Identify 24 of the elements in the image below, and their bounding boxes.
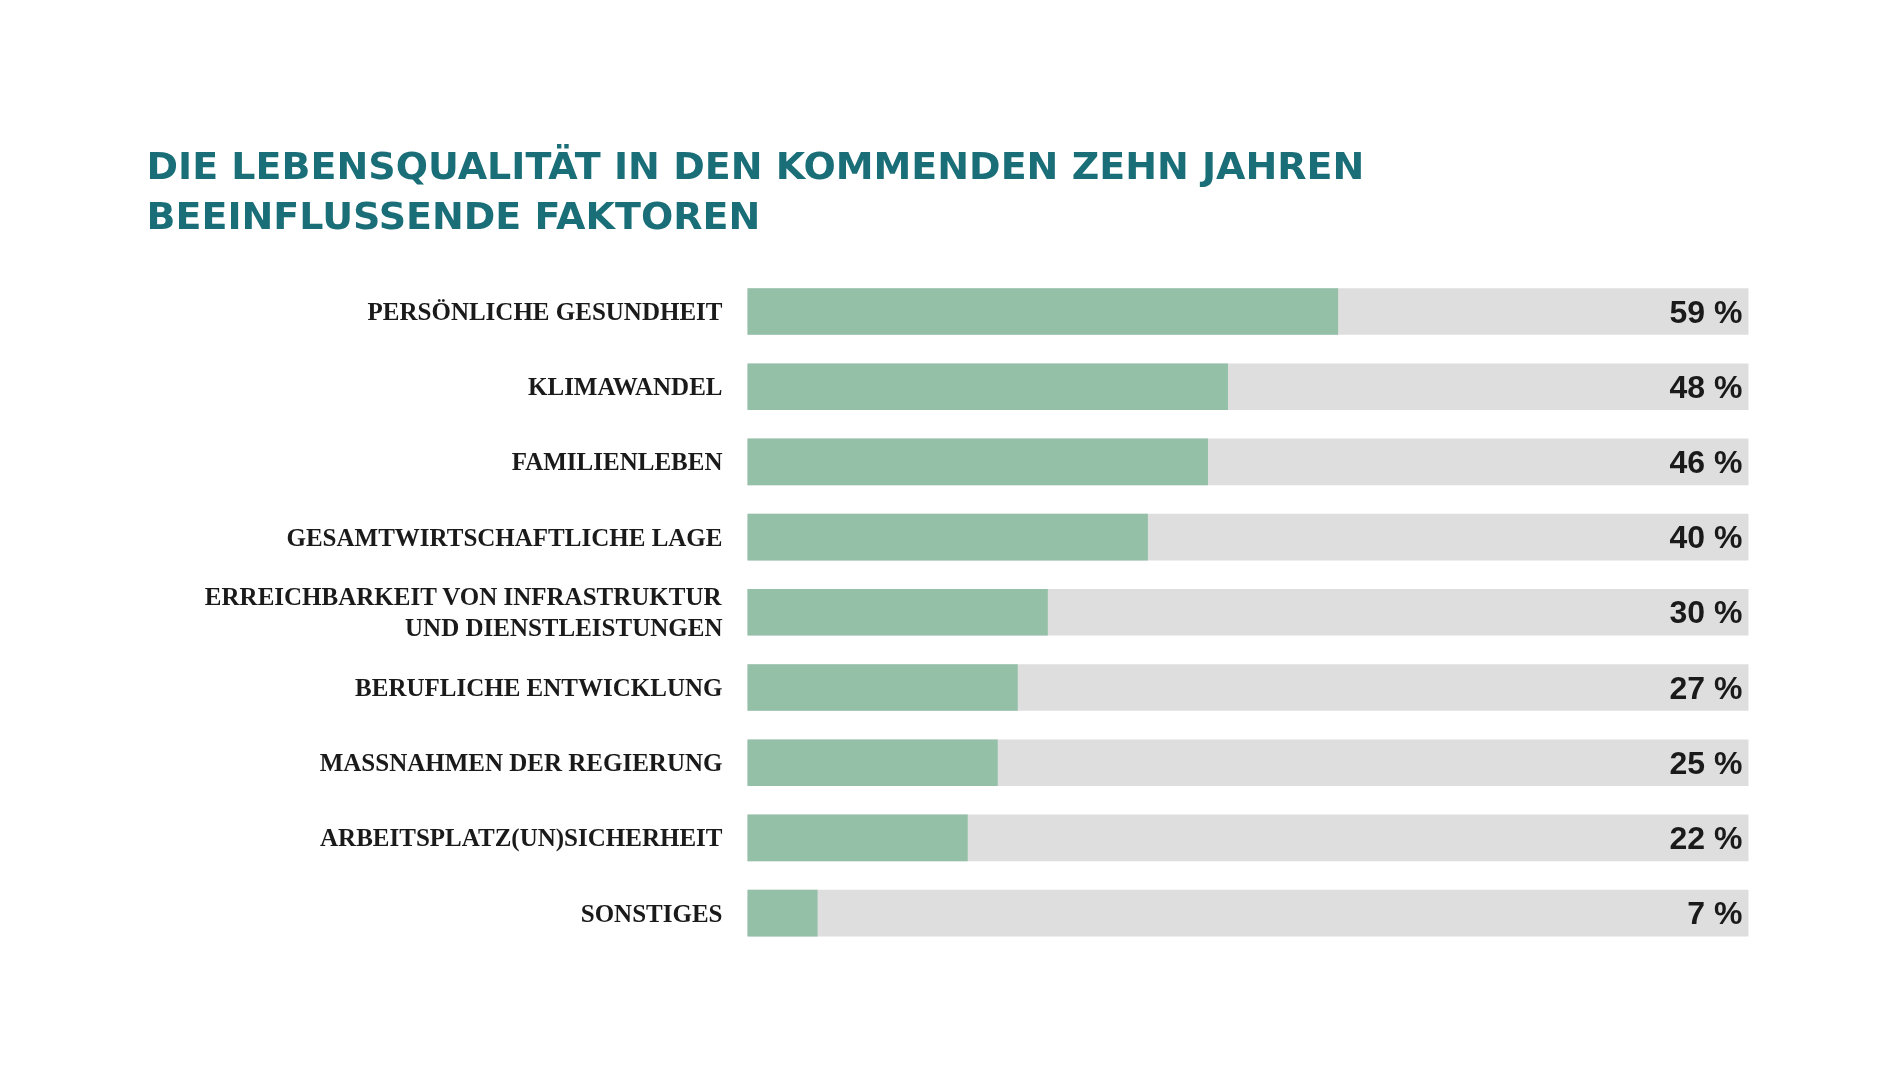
- bar: [747, 664, 1018, 711]
- chart-title: DIE LEBENSQUALITÄT IN DEN KOMMENDEN ZEHN JAHREN BEEINFLUSSENDE FAKTOREN: [146, 143, 1365, 238]
- y-tick-label: PERSÖNLICHE GESUNDHEIT: [367, 298, 723, 325]
- data-label: 46 %: [1669, 443, 1743, 480]
- y-tick-label: BERUFLICHE ENTWICKLUNG: [355, 674, 723, 701]
- y-tick-label: ERREICHBARKEIT VON INFRASTRUKTUR UND DIENSTLEISTUNGEN: [204, 583, 723, 642]
- y-tick-label: GESAMTWIRTSCHAFTLICHE LAGE: [286, 523, 723, 551]
- y-tick-label: FAMILIENLEBEN: [511, 448, 723, 476]
- data-label: 30 %: [1669, 594, 1743, 631]
- data-label: 59 %: [1669, 293, 1743, 330]
- data-label: 40 %: [1669, 519, 1743, 556]
- data-label: 25 %: [1669, 744, 1743, 781]
- bar: [747, 588, 1048, 636]
- bar: [747, 739, 998, 787]
- y-tick-label: SONSTIGES: [580, 899, 723, 927]
- bar: [747, 889, 818, 937]
- y-tick-label: ARBEITSPLATZ(UN)SICHERHEIT: [320, 824, 723, 853]
- bar: [747, 814, 968, 862]
- data-label: 7 %: [1687, 895, 1743, 932]
- data-label: 22 %: [1669, 819, 1743, 856]
- y-tick-label: KLIMAWANDEL: [528, 373, 723, 401]
- data-label: 27 %: [1669, 669, 1743, 706]
- data-label: 48 %: [1669, 368, 1743, 405]
- y-tick-label: MASSNAHMEN DER REGIERUNG: [319, 749, 723, 777]
